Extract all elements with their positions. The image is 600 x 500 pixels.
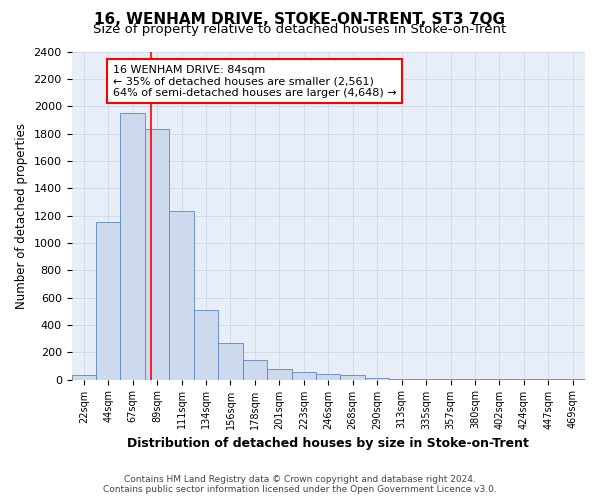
Text: 16 WENHAM DRIVE: 84sqm
← 35% of detached houses are smaller (2,561)
64% of semi-: 16 WENHAM DRIVE: 84sqm ← 35% of detached… [113, 64, 396, 98]
Bar [121, 113, 145, 380]
Bar [340, 376, 365, 380]
Bar [71, 376, 96, 380]
X-axis label: Distribution of detached houses by size in Stoke-on-Trent: Distribution of detached houses by size … [127, 437, 529, 450]
Bar [194, 310, 218, 380]
Text: Size of property relative to detached houses in Stoke-on-Trent: Size of property relative to detached ho… [94, 22, 506, 36]
Bar [292, 372, 316, 380]
Y-axis label: Number of detached properties: Number of detached properties [15, 122, 28, 308]
Bar [536, 379, 560, 380]
Bar [145, 130, 169, 380]
Bar [169, 212, 194, 380]
Bar [267, 368, 292, 380]
Bar [487, 379, 512, 380]
Bar [96, 222, 121, 380]
Bar [438, 379, 463, 380]
Bar [218, 344, 242, 380]
Bar [389, 379, 414, 380]
Bar [316, 374, 340, 380]
Text: 16, WENHAM DRIVE, STOKE-ON-TRENT, ST3 7QG: 16, WENHAM DRIVE, STOKE-ON-TRENT, ST3 7Q… [95, 12, 505, 28]
Bar [365, 378, 389, 380]
Bar [560, 379, 585, 380]
Bar [242, 360, 267, 380]
Text: Contains HM Land Registry data © Crown copyright and database right 2024.
Contai: Contains HM Land Registry data © Crown c… [103, 474, 497, 494]
Bar [414, 379, 438, 380]
Bar [463, 379, 487, 380]
